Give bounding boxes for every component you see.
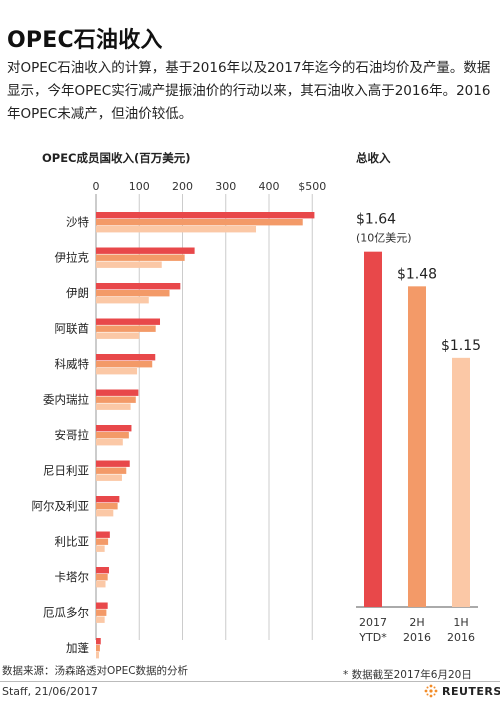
bar-h1_2016 — [96, 581, 106, 588]
total-bar — [452, 357, 470, 607]
bar-ytd_2017 — [96, 531, 110, 538]
logo-text: REUTERS — [442, 684, 500, 698]
bar-h2_2016 — [96, 432, 129, 439]
category-label: 沙特 — [66, 215, 89, 229]
subtitle: 对OPEC石油收入的计算，基于2016年以及2017年迄今的石油均价及产量。数据… — [7, 60, 491, 122]
bar-ytd_2017 — [96, 318, 161, 325]
category-label: 2016 — [447, 631, 475, 644]
source-note: 数据来源：汤森路透对OPEC数据的分析 — [2, 665, 189, 677]
category-label: 科威特 — [55, 357, 90, 371]
bar-h2_2016 — [96, 538, 109, 545]
x-tick-label: $500 — [298, 180, 326, 193]
bar-h1_2016 — [96, 545, 105, 552]
bar-ytd_2017 — [96, 496, 120, 503]
category-label: 加蓬 — [66, 641, 89, 655]
bar-h1_2016 — [96, 616, 105, 623]
category-label: YTD* — [358, 631, 387, 644]
bar-ytd_2017 — [96, 567, 109, 574]
category-label: 伊朗 — [66, 286, 89, 300]
category-label: 2016 — [403, 631, 431, 644]
x-tick-label: 400 — [259, 180, 280, 193]
bar-h1_2016 — [96, 439, 123, 446]
bar-h2_2016 — [96, 609, 107, 616]
value-label: $1.15 — [441, 338, 481, 354]
bar-h2_2016 — [96, 396, 136, 403]
page-title: OPEC石油收入 — [7, 28, 163, 53]
bar-h1_2016 — [96, 332, 140, 339]
category-label: 阿尔及利亚 — [32, 499, 90, 513]
bar-ytd_2017 — [96, 354, 156, 361]
bar-ytd_2017 — [96, 602, 108, 609]
bar-h1_2016 — [96, 226, 257, 233]
footer-divider — [0, 681, 500, 682]
bar-h2_2016 — [96, 361, 153, 368]
x-tick-label: 100 — [129, 180, 150, 193]
bar-ytd_2017 — [96, 283, 181, 290]
unit-note: (10亿美元) — [356, 232, 412, 245]
bar-h1_2016 — [96, 403, 131, 410]
bar-ytd_2017 — [96, 425, 132, 432]
bar-h1_2016 — [96, 652, 100, 659]
category-label: 委内瑞拉 — [43, 393, 89, 407]
right-chart-title: 总收入 — [356, 151, 391, 165]
category-label: 1H — [453, 616, 468, 629]
bar-h1_2016 — [96, 474, 122, 481]
bar-h1_2016 — [96, 297, 149, 304]
bar-ytd_2017 — [96, 212, 315, 219]
bar-ytd_2017 — [96, 247, 195, 254]
bar-h2_2016 — [96, 467, 127, 474]
bar-h2_2016 — [96, 254, 185, 261]
left-chart-title: OPEC成员国收入(百万美元) — [42, 151, 191, 165]
category-label: 安哥拉 — [55, 428, 90, 442]
value-label: $1.48 — [397, 266, 437, 282]
category-label: 阿联酋 — [55, 322, 90, 336]
bar-h1_2016 — [96, 510, 114, 517]
bar-ytd_2017 — [96, 389, 139, 396]
category-label: 尼日利亚 — [43, 464, 89, 478]
value-label: $1.64 — [356, 212, 396, 228]
reuters-dots-icon — [424, 684, 438, 698]
x-tick-label: 0 — [93, 180, 100, 193]
category-label: 卡塔尔 — [55, 570, 90, 584]
bar-h1_2016 — [96, 368, 138, 375]
total-bar — [408, 286, 426, 607]
x-tick-label: 300 — [215, 180, 236, 193]
bar-ytd_2017 — [96, 638, 101, 645]
bar-h2_2016 — [96, 645, 100, 652]
category-label: 2017 — [359, 616, 387, 629]
bar-h2_2016 — [96, 290, 170, 297]
staff-credit: Staff, 21/06/2017 — [2, 685, 99, 698]
category-label: 厄瓜多尔 — [43, 606, 89, 620]
category-label: 2H — [409, 616, 424, 629]
bar-h2_2016 — [96, 219, 303, 226]
x-tick-label: 200 — [172, 180, 193, 193]
date-footnote: * 数据截至2017年6月20日 — [343, 669, 472, 681]
category-label: 伊拉克 — [55, 251, 90, 265]
bar-h2_2016 — [96, 325, 156, 332]
bar-ytd_2017 — [96, 460, 130, 467]
reuters-logo: REUTERS — [424, 684, 500, 698]
bar-h1_2016 — [96, 261, 162, 268]
bar-h2_2016 — [96, 574, 108, 581]
category-label: 利比亚 — [55, 535, 90, 549]
total-bar — [364, 251, 382, 607]
bar-h2_2016 — [96, 503, 118, 510]
